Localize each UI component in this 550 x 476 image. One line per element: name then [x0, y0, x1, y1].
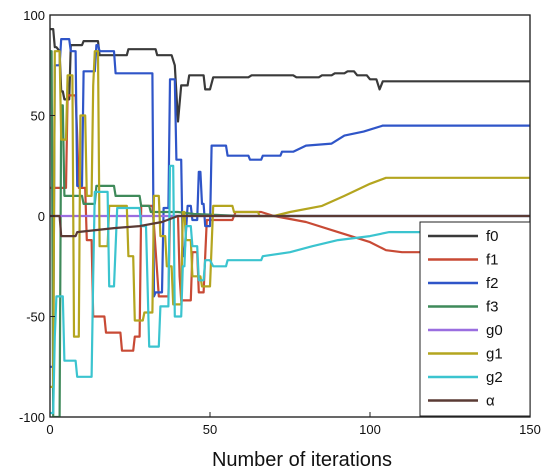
legend-label-1: f0	[486, 228, 499, 245]
y-tick-label: 50	[31, 109, 45, 124]
series-line-6	[50, 50, 530, 388]
series-line-8	[50, 214, 530, 238]
x-tick-label: 0	[46, 422, 53, 437]
y-tick-label: 100	[23, 8, 45, 23]
legend-box	[419, 221, 531, 417]
legend-label-8: α	[486, 393, 495, 410]
y-tick-label: -50	[26, 310, 45, 325]
x-axis-title: Number of iterations	[212, 449, 392, 471]
x-tick-label: 150	[519, 422, 541, 437]
y-tick-label: 0	[38, 209, 45, 224]
legend-label-7: g2	[486, 369, 503, 386]
y-tick-label: -100	[19, 410, 45, 425]
x-tick-label: 50	[203, 422, 217, 437]
legend-label-2: f1	[486, 252, 499, 269]
legend-label-5: g0	[486, 322, 503, 339]
x-tick-label: 100	[359, 422, 381, 437]
series-line-7	[50, 164, 530, 415]
legend-label-3: f2	[486, 275, 499, 292]
legend-label-4: f3	[486, 299, 499, 316]
series-line-3	[50, 38, 530, 368]
legend-label-6: g1	[486, 346, 503, 363]
